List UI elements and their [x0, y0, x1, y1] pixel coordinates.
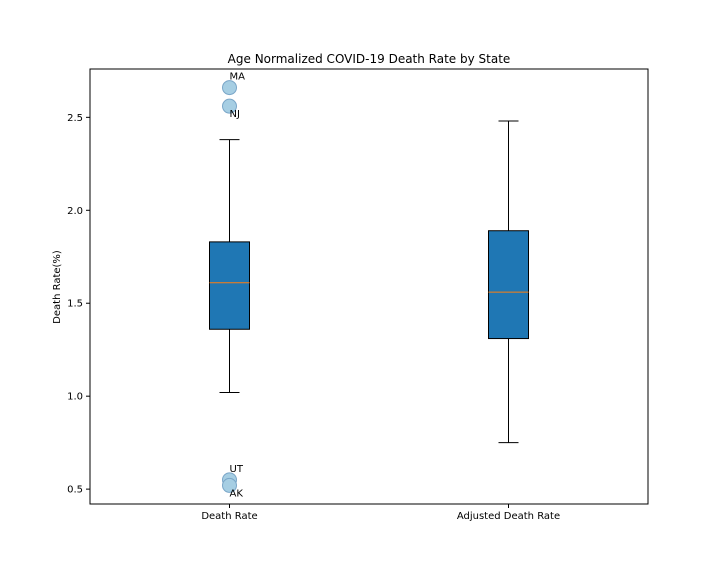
x-tick-label: Death Rate [201, 511, 257, 522]
box-group: MA NJ UT AK [209, 72, 250, 499]
chart-title: Age Normalized COVID-19 Death Rate by St… [228, 52, 511, 66]
y-tick-label: 1.0 [67, 392, 83, 403]
iqr-box [488, 230, 529, 340]
outlier-label: UT [230, 464, 244, 475]
y-tick-label: 2.5 [67, 113, 83, 124]
x-axis: Death Rate Adjusted Death Rate [201, 504, 560, 522]
box-series: MA NJ UT AK [209, 72, 529, 499]
outlier-label: MA [230, 72, 246, 83]
outlier-point [222, 98, 237, 114]
y-tick-label: 2.0 [67, 206, 83, 217]
y-tick-label: 0.5 [67, 485, 83, 496]
y-axis: 0.5 1.0 1.5 2.0 2.5 [67, 113, 90, 496]
outlier-label: NJ [230, 109, 240, 120]
plot-frame [89, 68, 649, 505]
outlier-label: AK [230, 488, 244, 499]
x-tick-label: Adjusted Death Rate [457, 511, 560, 522]
y-axis-label: Death Rate(%) [52, 250, 63, 324]
iqr-box [209, 241, 250, 330]
box-group [488, 120, 529, 444]
y-tick-label: 1.5 [67, 299, 83, 310]
outlier-point [222, 80, 237, 96]
outlier-point [222, 477, 237, 493]
